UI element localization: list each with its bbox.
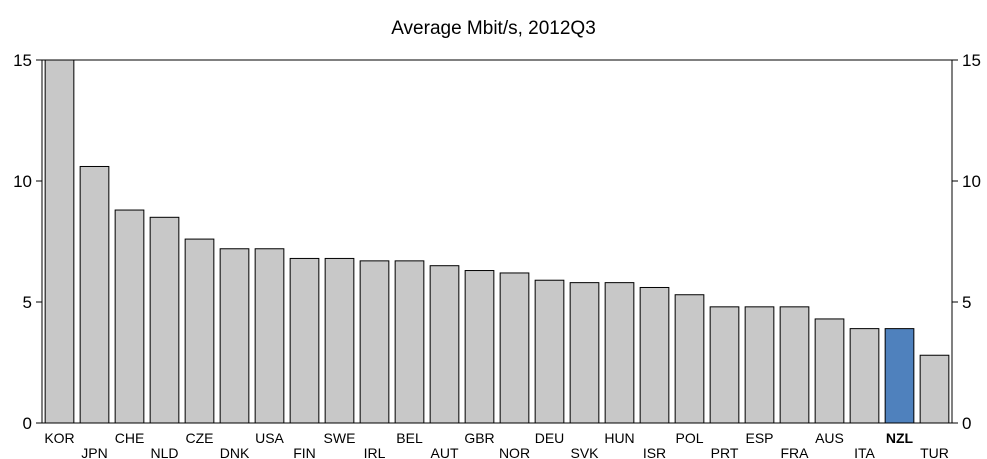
bar-che [114,209,145,424]
category-label-svk: SVK [570,445,599,459]
bar-esp [744,306,775,424]
y-tick-label-left: 5 [23,293,32,312]
bar-swe [324,257,355,424]
y-tick-label-right: 0 [962,414,971,433]
category-label-aus: AUS [815,430,844,446]
bar-cze [184,238,215,424]
bar-nor [499,272,530,424]
y-tick-label-left: 0 [23,414,32,433]
category-label-dnk: DNK [220,445,250,459]
bar-jpn [79,165,110,424]
category-label-kor: KOR [44,430,74,446]
bar-nld [149,216,180,424]
bar-gbr [464,270,495,424]
bars-layer [44,59,950,424]
category-label-hun: HUN [604,430,634,446]
category-label-nor: NOR [499,445,530,459]
category-label-tur: TUR [920,445,949,459]
y-tick-label-right: 5 [962,293,971,312]
category-label-deu: DEU [535,430,565,446]
category-label-bel: BEL [396,430,423,446]
bar-fin [289,257,320,424]
y-tick-label-right: 10 [962,172,981,191]
bar-dnk [219,248,250,424]
bar-isr [639,286,670,424]
category-label-gbr: GBR [464,430,494,446]
category-label-usa: USA [255,430,284,446]
category-label-ita: ITA [854,445,875,459]
category-label-jpn: JPN [81,445,107,459]
bar-usa [254,248,285,424]
bar-bel [394,260,425,424]
y-tick-label-right: 15 [962,51,981,70]
bar-irl [359,260,390,424]
category-label-fra: FRA [781,445,810,459]
plot-frame [41,59,953,424]
bar-svk [569,282,600,424]
category-label-isr: ISR [643,445,666,459]
category-label-irl: IRL [364,445,386,459]
bar-pol [674,294,705,424]
category-label-nld: NLD [150,445,178,459]
category-label-prt: PRT [711,445,739,459]
bar-aut [429,265,460,424]
category-label-nzl: NZL [886,430,914,446]
y-tick-label-left: 10 [13,172,32,191]
category-label-cze: CZE [186,430,214,446]
category-label-pol: POL [675,430,703,446]
category-label-aut: AUT [431,445,459,459]
category-label-esp: ESP [745,430,773,446]
chart-title: Average Mbit/s, 2012Q3 [391,18,596,39]
bar-prt [709,306,740,424]
bar-hun [604,282,635,424]
category-label-fin: FIN [293,445,316,459]
category-label-che: CHE [115,430,145,446]
bar-aus [814,318,845,424]
bar-nzl [884,328,915,424]
bar-deu [534,279,565,424]
category-labels: KOR JPN CHE NLD CZE DNK USA FIN SWE IRL BEL AUT GBR N… [44,430,949,459]
axis-layer: 0 0 5 5 10 10 15 15 [13,51,981,433]
category-label-swe: SWE [324,430,356,446]
bar-ita [849,328,880,424]
bar-fra [779,306,810,424]
bar-tur [919,354,950,424]
y-tick-label-left: 15 [13,51,32,70]
bar-kor [44,59,75,424]
